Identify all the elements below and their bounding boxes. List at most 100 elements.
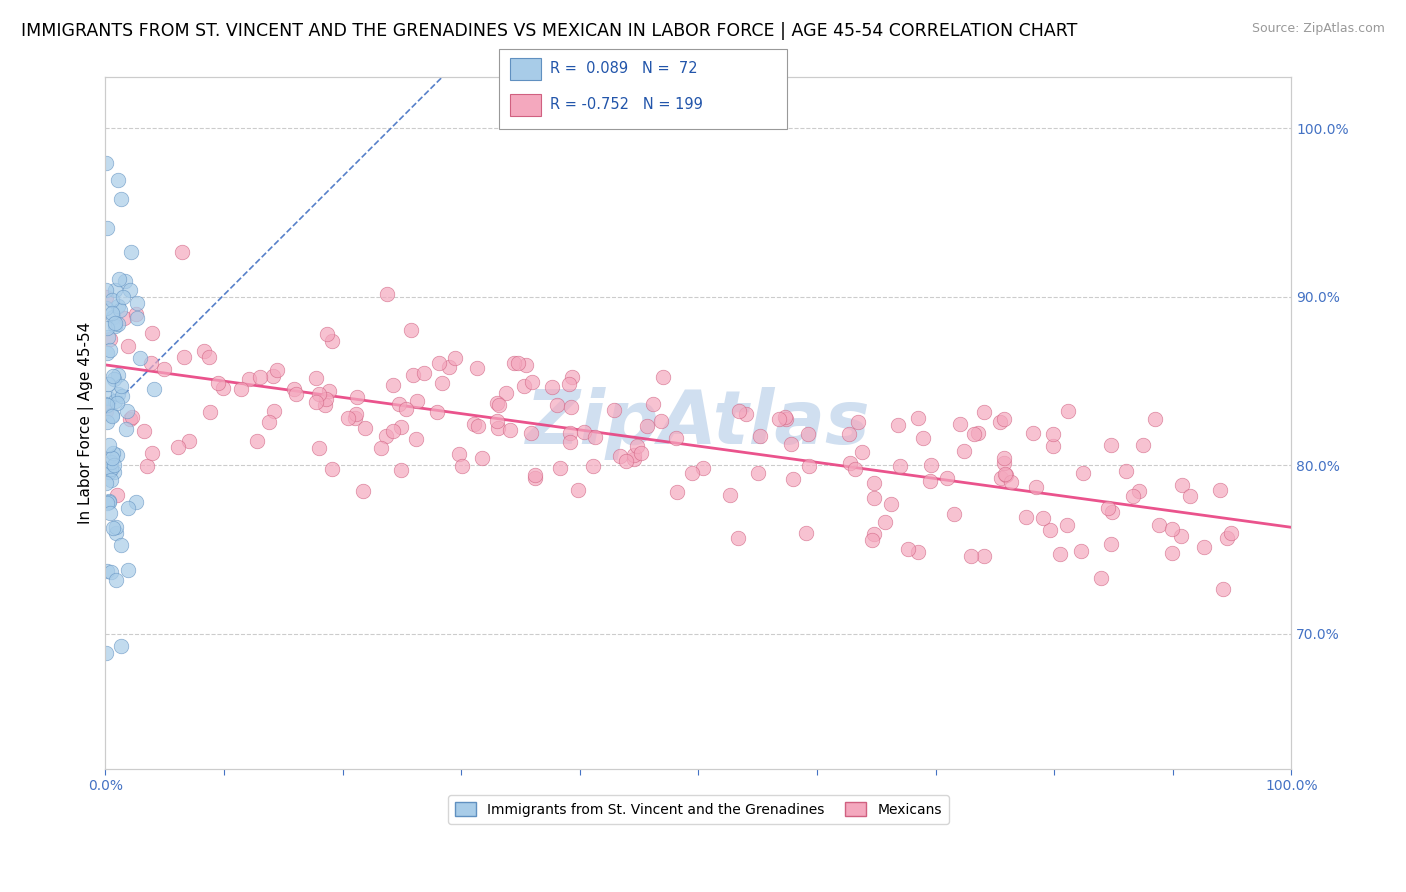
- Point: [863, 526, 886, 541]
- Point: [1015, 510, 1038, 524]
- Point: [100, 565, 122, 579]
- Point: [103, 458, 125, 472]
- Point: [321, 462, 343, 476]
- Point: [727, 531, 749, 545]
- Point: [1039, 523, 1062, 537]
- Point: [973, 405, 995, 419]
- Point: [103, 368, 125, 383]
- Point: [880, 497, 903, 511]
- Point: [94, 283, 117, 297]
- Point: [1161, 546, 1184, 560]
- Point: [166, 440, 188, 454]
- Point: [104, 316, 127, 330]
- Point: [546, 398, 568, 412]
- Point: [382, 377, 405, 392]
- Point: [101, 446, 124, 460]
- Point: [728, 404, 751, 418]
- Point: [305, 395, 328, 409]
- Point: [107, 299, 129, 313]
- Point: [104, 319, 127, 334]
- Point: [283, 382, 305, 396]
- Point: [967, 425, 990, 440]
- Point: [125, 495, 148, 509]
- Point: [780, 436, 803, 450]
- Point: [503, 356, 526, 370]
- Point: [1149, 517, 1171, 532]
- Point: [108, 272, 131, 286]
- Point: [471, 450, 494, 465]
- Point: [1132, 438, 1154, 452]
- Point: [153, 362, 176, 376]
- Point: [1056, 517, 1078, 532]
- Point: [315, 326, 337, 341]
- Point: [118, 412, 141, 426]
- Point: [389, 463, 412, 477]
- Point: [94, 301, 117, 315]
- Point: [314, 398, 336, 412]
- Point: [692, 460, 714, 475]
- Point: [110, 302, 132, 317]
- Point: [623, 448, 645, 462]
- Point: [103, 521, 125, 535]
- Point: [907, 411, 929, 425]
- Point: [263, 404, 285, 418]
- Point: [1042, 439, 1064, 453]
- Point: [990, 470, 1012, 484]
- Point: [117, 339, 139, 353]
- Point: [100, 455, 122, 469]
- Point: [94, 397, 117, 411]
- Point: [97, 465, 120, 479]
- Point: [105, 448, 128, 462]
- Point: [603, 403, 626, 417]
- Point: [229, 382, 252, 396]
- Point: [1170, 529, 1192, 543]
- Point: [98, 332, 121, 346]
- Point: [238, 372, 260, 386]
- Point: [107, 387, 129, 401]
- Point: [101, 293, 124, 308]
- Point: [768, 412, 790, 426]
- Point: [142, 382, 165, 396]
- Point: [96, 496, 118, 510]
- Point: [120, 245, 142, 260]
- Point: [1071, 466, 1094, 480]
- Point: [96, 564, 118, 578]
- Point: [463, 417, 485, 431]
- Point: [560, 425, 582, 440]
- Point: [1192, 540, 1215, 554]
- Point: [953, 444, 976, 458]
- Point: [110, 538, 132, 552]
- Point: [846, 415, 869, 429]
- Point: [520, 426, 543, 441]
- Point: [125, 295, 148, 310]
- Point: [98, 494, 121, 508]
- Point: [1209, 483, 1232, 498]
- Point: [450, 458, 472, 473]
- Point: [561, 370, 583, 384]
- Point: [558, 435, 581, 450]
- Point: [520, 376, 543, 390]
- Point: [485, 414, 508, 428]
- Point: [873, 515, 896, 529]
- Text: Source: ZipAtlas.com: Source: ZipAtlas.com: [1251, 22, 1385, 36]
- Point: [541, 379, 564, 393]
- Point: [641, 397, 664, 411]
- Point: [321, 334, 343, 349]
- Point: [994, 467, 1017, 482]
- Point: [665, 485, 688, 500]
- Point: [257, 415, 280, 429]
- Point: [107, 317, 129, 331]
- Point: [381, 424, 404, 438]
- Point: [1070, 543, 1092, 558]
- Point: [354, 421, 377, 435]
- Point: [97, 377, 120, 392]
- Point: [344, 410, 367, 425]
- Legend: Immigrants from St. Vincent and the Grenadines, Mexicans: Immigrants from St. Vincent and the Gren…: [449, 795, 949, 824]
- Point: [262, 369, 284, 384]
- Point: [773, 409, 796, 424]
- Point: [125, 307, 148, 321]
- Point: [993, 412, 1015, 426]
- Point: [96, 392, 118, 406]
- Point: [136, 459, 159, 474]
- Point: [98, 494, 121, 508]
